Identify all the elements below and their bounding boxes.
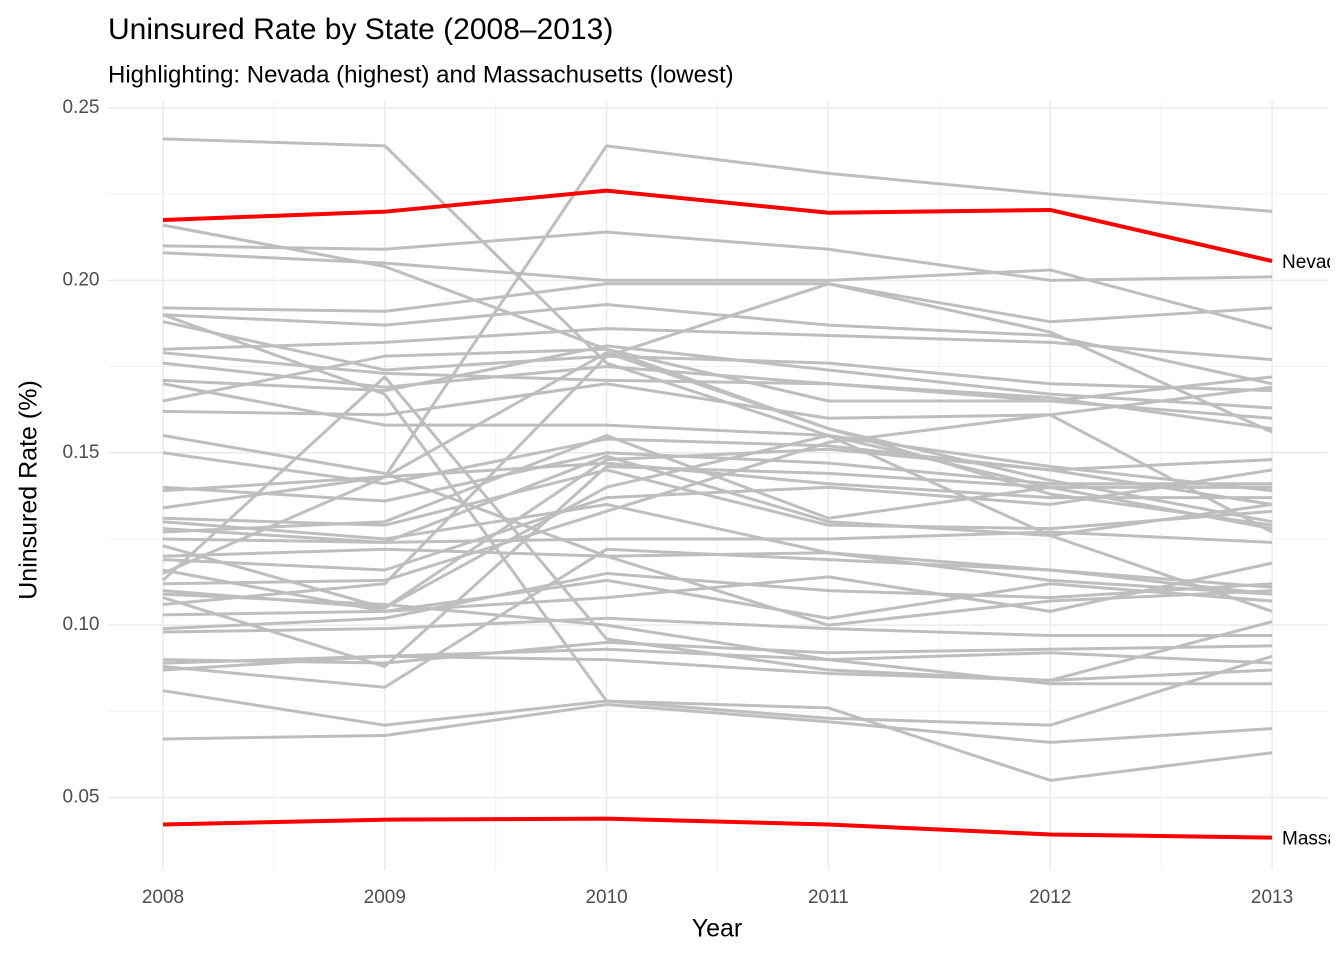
state-line <box>162 547 1273 689</box>
y-tick-label: 0.20 <box>63 269 100 290</box>
state-line <box>162 616 1273 638</box>
state-line <box>162 702 1273 744</box>
state-line <box>162 302 1273 386</box>
state-line <box>162 327 1273 362</box>
state-line <box>162 689 1273 782</box>
state-line <box>162 382 1273 493</box>
state-line <box>162 454 1273 544</box>
state-line <box>162 592 1273 686</box>
state-line <box>162 382 1273 420</box>
state-line <box>162 351 1273 524</box>
plot-area: Nevada Massachusetts <box>161 137 1344 850</box>
state-line <box>162 451 1273 503</box>
state-line <box>162 347 1273 420</box>
state-line <box>162 530 1273 544</box>
x-tick-label: 2010 <box>585 887 627 908</box>
state-line <box>162 282 1273 606</box>
state-line <box>162 571 1273 631</box>
state-line <box>162 344 1273 410</box>
line-end-label: Nevada <box>1282 252 1344 273</box>
chart-subtitle: Highlighting: Nevada (highest) and Massa… <box>108 61 734 88</box>
highlight-line <box>162 188 1273 263</box>
x-tick-label: 2008 <box>142 887 184 908</box>
state-line <box>162 144 1273 575</box>
line-end-label: Massachusetts <box>1282 829 1344 850</box>
state-line <box>162 137 1273 531</box>
highlight-line <box>162 816 1273 840</box>
x-tick-label: 2012 <box>1029 887 1071 908</box>
state-line <box>162 282 1273 324</box>
state-line <box>162 468 1273 572</box>
state-line <box>162 447 1273 610</box>
state-line <box>162 320 1273 393</box>
state-line <box>162 561 1273 617</box>
chart-title: Uninsured Rate by State (2008–2013) <box>108 13 613 46</box>
y-tick-label: 0.10 <box>63 614 100 635</box>
state-line <box>162 434 1273 627</box>
x-tick-label: 2011 <box>808 887 849 908</box>
state-line <box>162 434 1273 613</box>
state-line <box>162 313 1273 727</box>
state-line <box>162 640 1273 665</box>
y-tick-label: 0.05 <box>63 787 100 808</box>
y-tick-label: 0.15 <box>63 442 100 463</box>
x-tick-label: 2009 <box>364 887 406 908</box>
x-tick-label: 2013 <box>1251 887 1293 908</box>
y-tick-label: 0.25 <box>63 97 100 118</box>
state-line <box>161 375 1273 682</box>
state-line <box>162 251 1273 331</box>
y-axis-label: Uninsured Rate (%) <box>15 380 43 600</box>
x-axis-label: Year <box>692 915 743 943</box>
